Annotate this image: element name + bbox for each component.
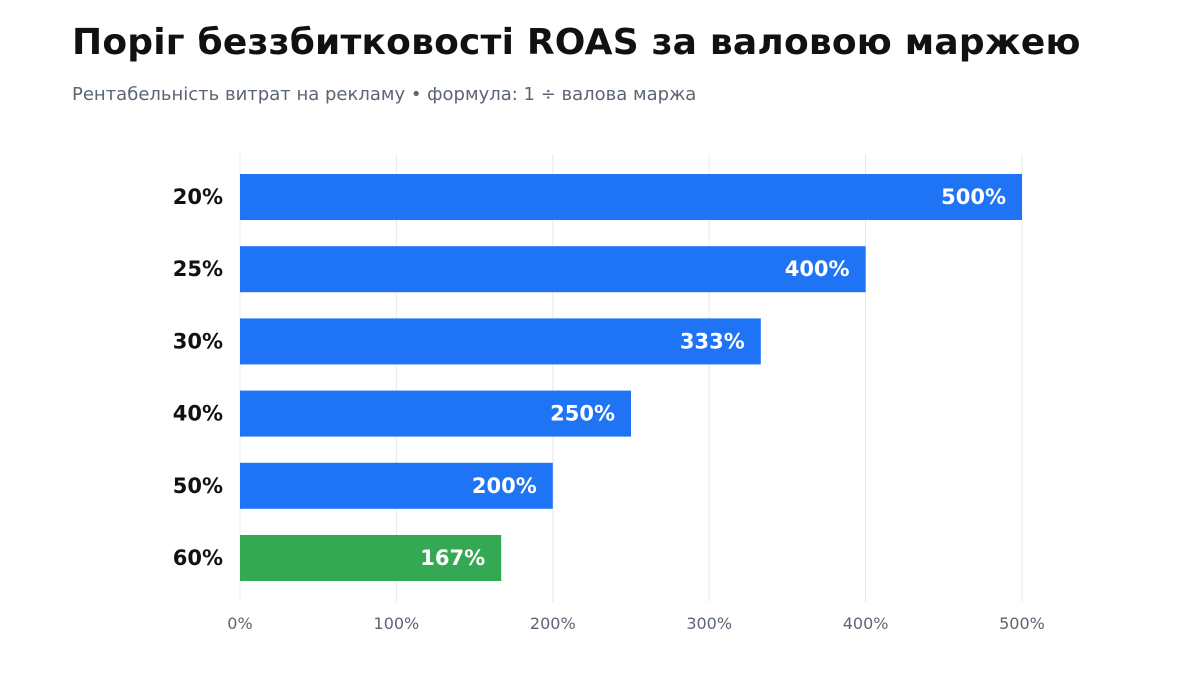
chart-subtitle: Рентабельність витрат на рекламу • форму… (72, 84, 697, 105)
bars (240, 174, 1022, 581)
y-category-label: 25% (173, 257, 223, 281)
bar-value-label: 250% (550, 402, 615, 426)
x-tick-label: 200% (530, 614, 576, 633)
labels: 0% 100% 200% 300% 400% 500% 20% 500% 25% 400% 30% 3… (173, 185, 1045, 633)
bar-value-label: 400% (785, 257, 850, 281)
y-category-label: 40% (173, 402, 223, 426)
bar-60pct (240, 535, 502, 581)
bar-value-label: 500% (941, 185, 1006, 209)
bar-40pct (240, 390, 631, 437)
y-category-label: 60% (173, 546, 223, 570)
bar-value-label: 200% (472, 474, 537, 498)
x-tick-label: 300% (686, 614, 732, 633)
gridlines (239, 154, 1023, 602)
y-category-label: 30% (173, 329, 223, 353)
chart-title: Поріг беззбитковості ROAS за валовою мар… (72, 22, 1081, 63)
x-tick-label: 0% (227, 614, 252, 633)
y-category-label: 20% (173, 185, 223, 209)
x-tick-label: 100% (374, 614, 420, 633)
x-tick-label: 500% (999, 614, 1045, 633)
bar-25pct (240, 246, 866, 293)
bar-value-label: 333% (680, 329, 745, 353)
bar-50pct (240, 462, 553, 509)
bar-30pct (240, 318, 761, 365)
x-tick-label: 400% (843, 614, 889, 633)
bar-value-label: 167% (420, 546, 485, 570)
bar-20pct (240, 174, 1022, 220)
y-category-label: 50% (173, 474, 223, 498)
